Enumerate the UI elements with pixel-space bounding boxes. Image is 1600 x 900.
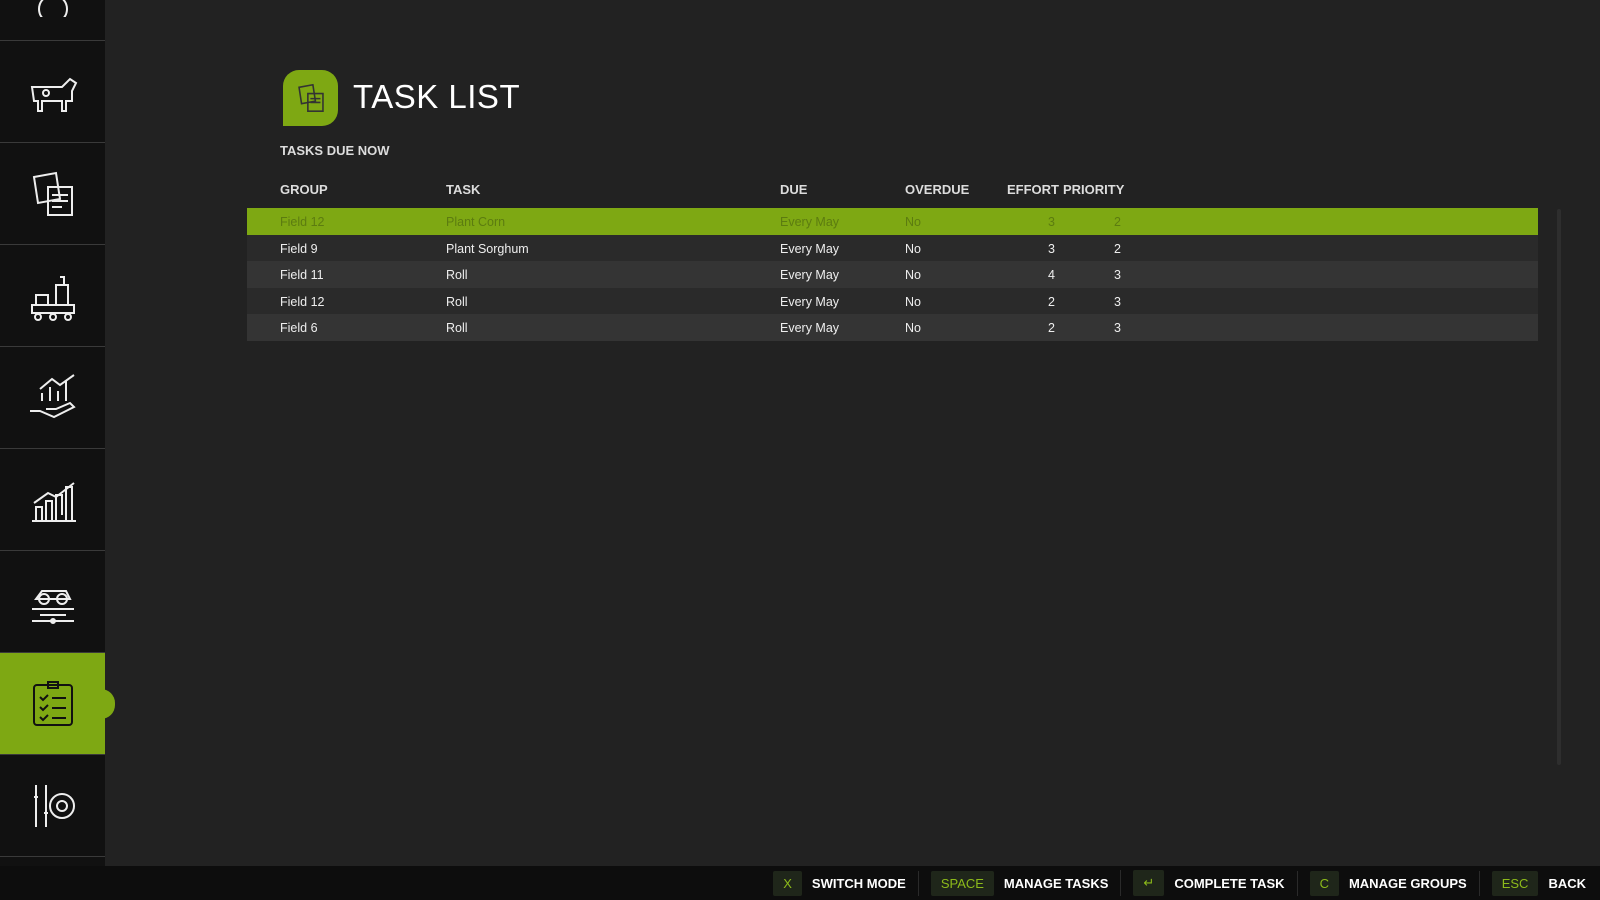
- cell-group: Field 6: [280, 321, 318, 335]
- switch-mode-button[interactable]: X SWITCH MODE: [761, 870, 906, 896]
- column-header-priority: PRIORITY: [1063, 182, 1125, 197]
- adjust-spray-levels-icon: [31, 589, 74, 624]
- column-header-effort: EFFORT: [1007, 182, 1059, 197]
- task-list-title-icon: [283, 70, 338, 126]
- cell-effort: 2: [1048, 321, 1055, 335]
- enter-key-icon: ↵: [1133, 870, 1165, 896]
- clipboard-checklist-icon: [32, 680, 73, 726]
- column-header-task: TASK: [446, 182, 481, 197]
- key-esc: ESC: [1491, 870, 1539, 896]
- cell-effort: 3: [1048, 215, 1055, 229]
- production-icon: [30, 275, 75, 321]
- key-c: C: [1309, 870, 1339, 896]
- cell-group: Field 12: [280, 294, 325, 309]
- sidebar-item-contracts[interactable]: [0, 143, 105, 245]
- table-row[interactable]: Field 11 Roll Every May No 4 3: [247, 261, 1538, 288]
- documents-icon: [297, 83, 324, 113]
- cell-due: Every May: [780, 321, 840, 335]
- cell-group: Field 11: [280, 268, 324, 282]
- cell-due: Every May: [780, 215, 840, 229]
- cell-priority: 2: [1114, 215, 1121, 229]
- cell-priority: 3: [1114, 294, 1121, 309]
- table-row[interactable]: Field 6 Roll Every May No 2 3: [247, 314, 1538, 341]
- scrollbar[interactable]: [1557, 209, 1561, 765]
- cell-due: Every May: [780, 241, 840, 256]
- column-header-overdue: OVERDUE: [905, 182, 970, 197]
- cell-due: Every May: [780, 294, 840, 309]
- back-button[interactable]: ESC BACK: [1478, 870, 1586, 896]
- key-space: SPACE: [930, 870, 994, 896]
- cell-effort: 4: [1048, 268, 1055, 282]
- hint-label: MANAGE GROUPS: [1348, 875, 1467, 891]
- cell-overdue: No: [905, 294, 921, 309]
- table-row[interactable]: Field 12 Roll Every May No 2 3: [247, 287, 1538, 314]
- cell-task: Roll: [446, 268, 468, 282]
- cell-task: Roll: [446, 294, 468, 309]
- complete-task-button[interactable]: ↵ COMPLETE TASK: [1120, 870, 1285, 896]
- manage-tasks-button[interactable]: SPACE MANAGE TASKS: [917, 870, 1109, 896]
- key-x: X: [773, 870, 802, 896]
- sidebar: [0, 0, 115, 866]
- table-row[interactable]: Field 12 Plant Corn Every May No 3 2: [247, 208, 1538, 235]
- column-header-group: GROUP: [280, 182, 328, 197]
- hint-label: MANAGE TASKS: [1003, 875, 1109, 891]
- hint-label: SWITCH MODE: [811, 875, 906, 891]
- cell-task: Roll: [446, 321, 468, 335]
- manage-groups-button[interactable]: C MANAGE GROUPS: [1296, 870, 1467, 896]
- sidebar-item-task-list[interactable]: [0, 653, 115, 755]
- bar-chart-icon: [31, 481, 76, 522]
- cell-overdue: No: [905, 241, 921, 256]
- documents-icon: [32, 171, 73, 216]
- sidebar-item-top[interactable]: [0, 0, 105, 41]
- hint-label: BACK: [1548, 875, 1586, 891]
- task-table: Field 12 Plant Corn Every May No 3 2 Field 9 P…: [247, 208, 1538, 341]
- cell-priority: 3: [1114, 268, 1121, 282]
- sidebar-item-statistics[interactable]: [0, 449, 105, 551]
- cell-task: Plant Sorghum: [446, 241, 529, 256]
- sidebar-item-adjust-spray-levels[interactable]: [0, 551, 105, 653]
- cell-effort: 2: [1048, 294, 1055, 309]
- sidebar-item-settings[interactable]: [0, 755, 105, 857]
- cell-overdue: No: [905, 321, 921, 335]
- cell-overdue: No: [905, 215, 921, 229]
- sidebar-item-animals[interactable]: [0, 41, 105, 143]
- circle-icon: [37, 0, 68, 17]
- page-title: TASK LIST: [353, 78, 521, 115]
- cow-icon: [30, 77, 77, 112]
- cell-priority: 3: [1114, 321, 1121, 335]
- settings-sliders-icon: [33, 784, 75, 827]
- cell-task: Plant Corn: [446, 215, 506, 229]
- input-hints-bar: X SWITCH MODE SPACE MANAGE TASKS ↵ COMPLETE…: [0, 866, 1600, 900]
- table-row[interactable]: Field 9 Plant Sorghum Every May No 3 2: [247, 234, 1538, 261]
- hint-label: COMPLETE TASK: [1174, 875, 1285, 891]
- cell-priority: 2: [1114, 241, 1121, 256]
- cell-group: Field 9: [280, 241, 318, 256]
- sidebar-item-finances[interactable]: [0, 347, 105, 449]
- cell-effort: 3: [1048, 241, 1055, 256]
- cell-group: Field 12: [280, 215, 325, 229]
- column-header-due: DUE: [780, 182, 808, 197]
- sidebar-item-production[interactable]: [0, 245, 105, 347]
- hand-growth-icon: [29, 373, 76, 418]
- cell-due: Every May: [780, 268, 840, 282]
- section-subtitle: TASKS DUE NOW: [280, 143, 390, 158]
- cell-overdue: No: [905, 268, 921, 282]
